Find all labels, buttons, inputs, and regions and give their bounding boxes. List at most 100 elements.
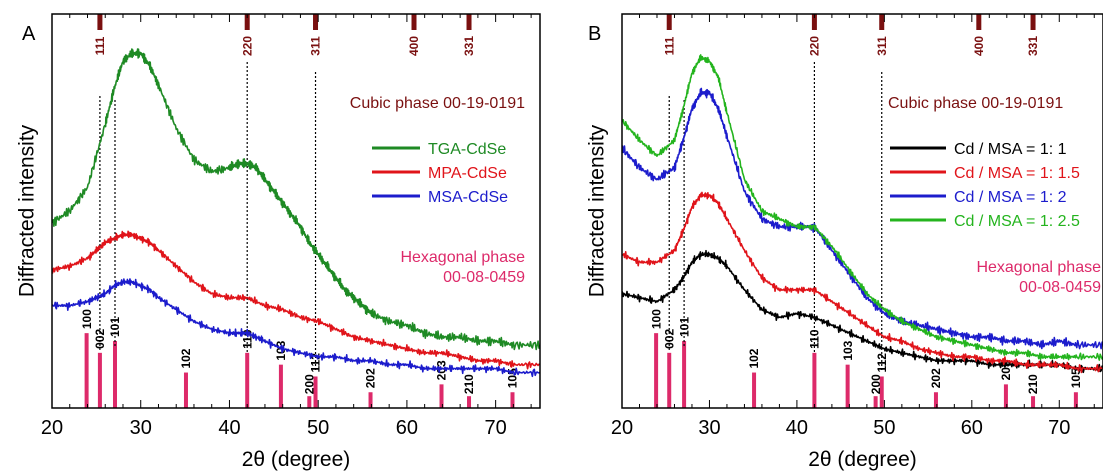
panel-b-x-tick-label: 20 — [611, 417, 633, 439]
panel-a-hex-peak-label-002: 002 — [93, 328, 107, 348]
panel-a-x-tick-label: 20 — [41, 417, 63, 439]
panel-a-hex-peak-label-102: 102 — [179, 348, 193, 368]
panel-a-hex-peak-label-100: 100 — [80, 309, 94, 329]
panel-b-legend-label-0: Cd / MSA = 1: 1 — [954, 141, 1067, 158]
panel-b-x-tick-label: 30 — [698, 417, 720, 439]
panel-b-series-line-3 — [622, 54, 1103, 361]
panel-a-x-tick-label: 60 — [396, 417, 418, 439]
panel-a-hex-peak-bar-102 — [183, 372, 188, 408]
panel-a-hex-peak-label-103: 103 — [274, 340, 288, 360]
panel-b-hex-peak-label-105: 105 — [1069, 368, 1083, 388]
panel-b-hex-peak-bar-210 — [1031, 396, 1036, 408]
panel-b-hex-peak-bar-200 — [873, 396, 878, 408]
panel-b-hex-peak-label-101: 101 — [677, 317, 691, 337]
panel-a-hex-peak-bar-100 — [84, 333, 89, 408]
panel-a-x-axis-title: 2θ (degree) — [242, 448, 351, 471]
panel-b-series-group — [622, 54, 1103, 374]
panel-b-hex-peak-bar-203 — [1003, 384, 1008, 408]
panel-a-hex-peak-label-202: 202 — [364, 368, 378, 388]
panel-b-hex-peak-bar-103 — [845, 364, 850, 408]
panel-a-series-line-2 — [52, 278, 540, 378]
panel-b-x-tick-label: 50 — [873, 417, 895, 439]
panel-a-hex-peak-bar-110 — [245, 352, 250, 408]
panel-a-hex-peak-label-210: 210 — [462, 374, 476, 394]
panel-b-legend-label-1: Cd / MSA = 1: 1.5 — [954, 165, 1080, 182]
panel-a-series-line-1 — [52, 230, 540, 370]
panel-a-hex-phase-label-line1: Hexagonal phase — [400, 249, 525, 266]
panel-a-hex-peak-bar-210 — [467, 396, 472, 408]
panel-a-cubic-peak-bar-111 — [97, 14, 103, 30]
panel-b-series-line-1 — [622, 191, 1103, 374]
panel-b-plot-frame — [621, 13, 1103, 409]
panel-b-hex-peak-bar-202 — [933, 392, 938, 408]
panel-b-x-axis-title: 2θ (degree) — [808, 448, 917, 471]
panel-a-cubic-peak-bar-311 — [313, 14, 319, 30]
panel-b-series-line-2 — [622, 87, 1103, 350]
panel-a-cubic-peak-bar-220 — [244, 14, 250, 30]
panel-a-hex-peak-bar-200 — [307, 396, 312, 408]
panel-a-hex-peak-bar-202 — [368, 392, 373, 408]
panel-b-hex-peak-bar-105 — [1073, 392, 1078, 408]
panel-b-cubic-peak-bar-400 — [976, 14, 982, 30]
panel-a-hex-peak-label-200: 200 — [302, 374, 316, 394]
panel-b-hex-peak-bar-112 — [879, 376, 884, 408]
panel-b-cubic-peak-label-400: 400 — [972, 36, 986, 56]
panel-a-x-tick-label: 50 — [307, 417, 329, 439]
panel-a-hex-peak-label-203: 203 — [435, 360, 449, 380]
panel-a-cubic-phase-label: Cubic phase 00-19-0191 — [350, 95, 525, 112]
panel-b-hex-peak-bar-100 — [654, 333, 659, 408]
panel-b-legend-label-2: Cd / MSA = 1: 2 — [954, 189, 1067, 206]
panel-b-hex-peak-label-112: 112 — [875, 353, 889, 373]
panel-a-y-axis-title: Diffracted intensity — [16, 124, 39, 297]
panel-a-cubic-peak-label-331: 331 — [462, 36, 476, 56]
panel-b-cubic-peak-bar-331 — [1030, 14, 1036, 30]
panel-b-hex-peak-label-200: 200 — [869, 374, 883, 394]
panel-a-hex-peak-bar-103 — [278, 364, 283, 408]
panel-b-hex-peak-label-202: 202 — [929, 368, 943, 388]
panel-b-hex-peak-label-210: 210 — [1026, 374, 1040, 394]
panel-b-hex-peak-bar-101 — [682, 341, 687, 408]
panel-a-panel-label: A — [22, 23, 36, 45]
panel-a-hex-peak-bar-203 — [439, 384, 444, 408]
panel-b-cubic-peak-label-331: 331 — [1026, 36, 1040, 56]
panel-b-x-tick-label: 70 — [1048, 417, 1070, 439]
panel-b-hex-peak-label-100: 100 — [649, 309, 663, 329]
panel-a-hex-peak-bar-112 — [313, 376, 318, 408]
panel-a-x-tick-label: 70 — [485, 417, 507, 439]
panel-a-cubic-peak-label-111: 111 — [93, 36, 107, 55]
panel-b-hex-phase-label-line2: 00-08-0459 — [1019, 279, 1101, 296]
panel-a-cubic-peak-bar-400 — [411, 14, 417, 30]
panel-b-hex-peak-label-102: 102 — [747, 348, 761, 368]
panel-b-cubic-peak-bar-220 — [811, 14, 817, 30]
panel-b-hex-peak-label-103: 103 — [841, 340, 855, 360]
panel-b-hex-peak-bar-002 — [667, 352, 672, 408]
panel-b-cubic-peak-bar-111 — [666, 14, 672, 30]
panel-a-legend-label-1: MPA-CdSe — [428, 165, 507, 182]
panel-a-cubic-peak-bar-331 — [466, 14, 472, 30]
panel-a-cubic-peak-label-400: 400 — [407, 36, 421, 56]
panel-a-x-tick-label: 30 — [130, 417, 152, 439]
panel-b-x-tick-label: 40 — [786, 417, 808, 439]
panel-a-hex-peak-label-101: 101 — [108, 317, 122, 337]
panel-a-x-tick-label: 40 — [218, 417, 240, 439]
panel-a-hex-peak-bar-002 — [97, 352, 102, 408]
panel-b-series-line-0 — [622, 249, 1103, 374]
panel-a-hex-peak-bar-101 — [112, 341, 117, 408]
panel-b-cubic-peak-label-220: 220 — [808, 36, 822, 56]
panel-a-legend-label-0: TGA-CdSe — [428, 141, 506, 158]
panel-a-series-line-0 — [52, 48, 540, 351]
panel-a-legend-label-2: MSA-CdSe — [428, 189, 508, 206]
panel-a-hex-peak-bar-105 — [510, 392, 515, 408]
panel-b-panel-label: B — [588, 23, 601, 45]
panel-b-hex-peak-label-002: 002 — [662, 328, 676, 348]
panel-a-cubic-peak-label-220: 220 — [240, 36, 254, 56]
panel-b-cubic-peak-bar-311 — [879, 14, 885, 30]
panel-a-hex-phase-label-line2: 00-08-0459 — [443, 269, 525, 286]
panel-b-hex-phase-label-line1: Hexagonal phase — [976, 259, 1101, 276]
panel-b-hex-peak-bar-110 — [812, 352, 817, 408]
panel-b-y-axis-title: Diffracted intensity — [586, 124, 609, 297]
panel-b-cubic-peak-label-311: 311 — [875, 36, 889, 56]
